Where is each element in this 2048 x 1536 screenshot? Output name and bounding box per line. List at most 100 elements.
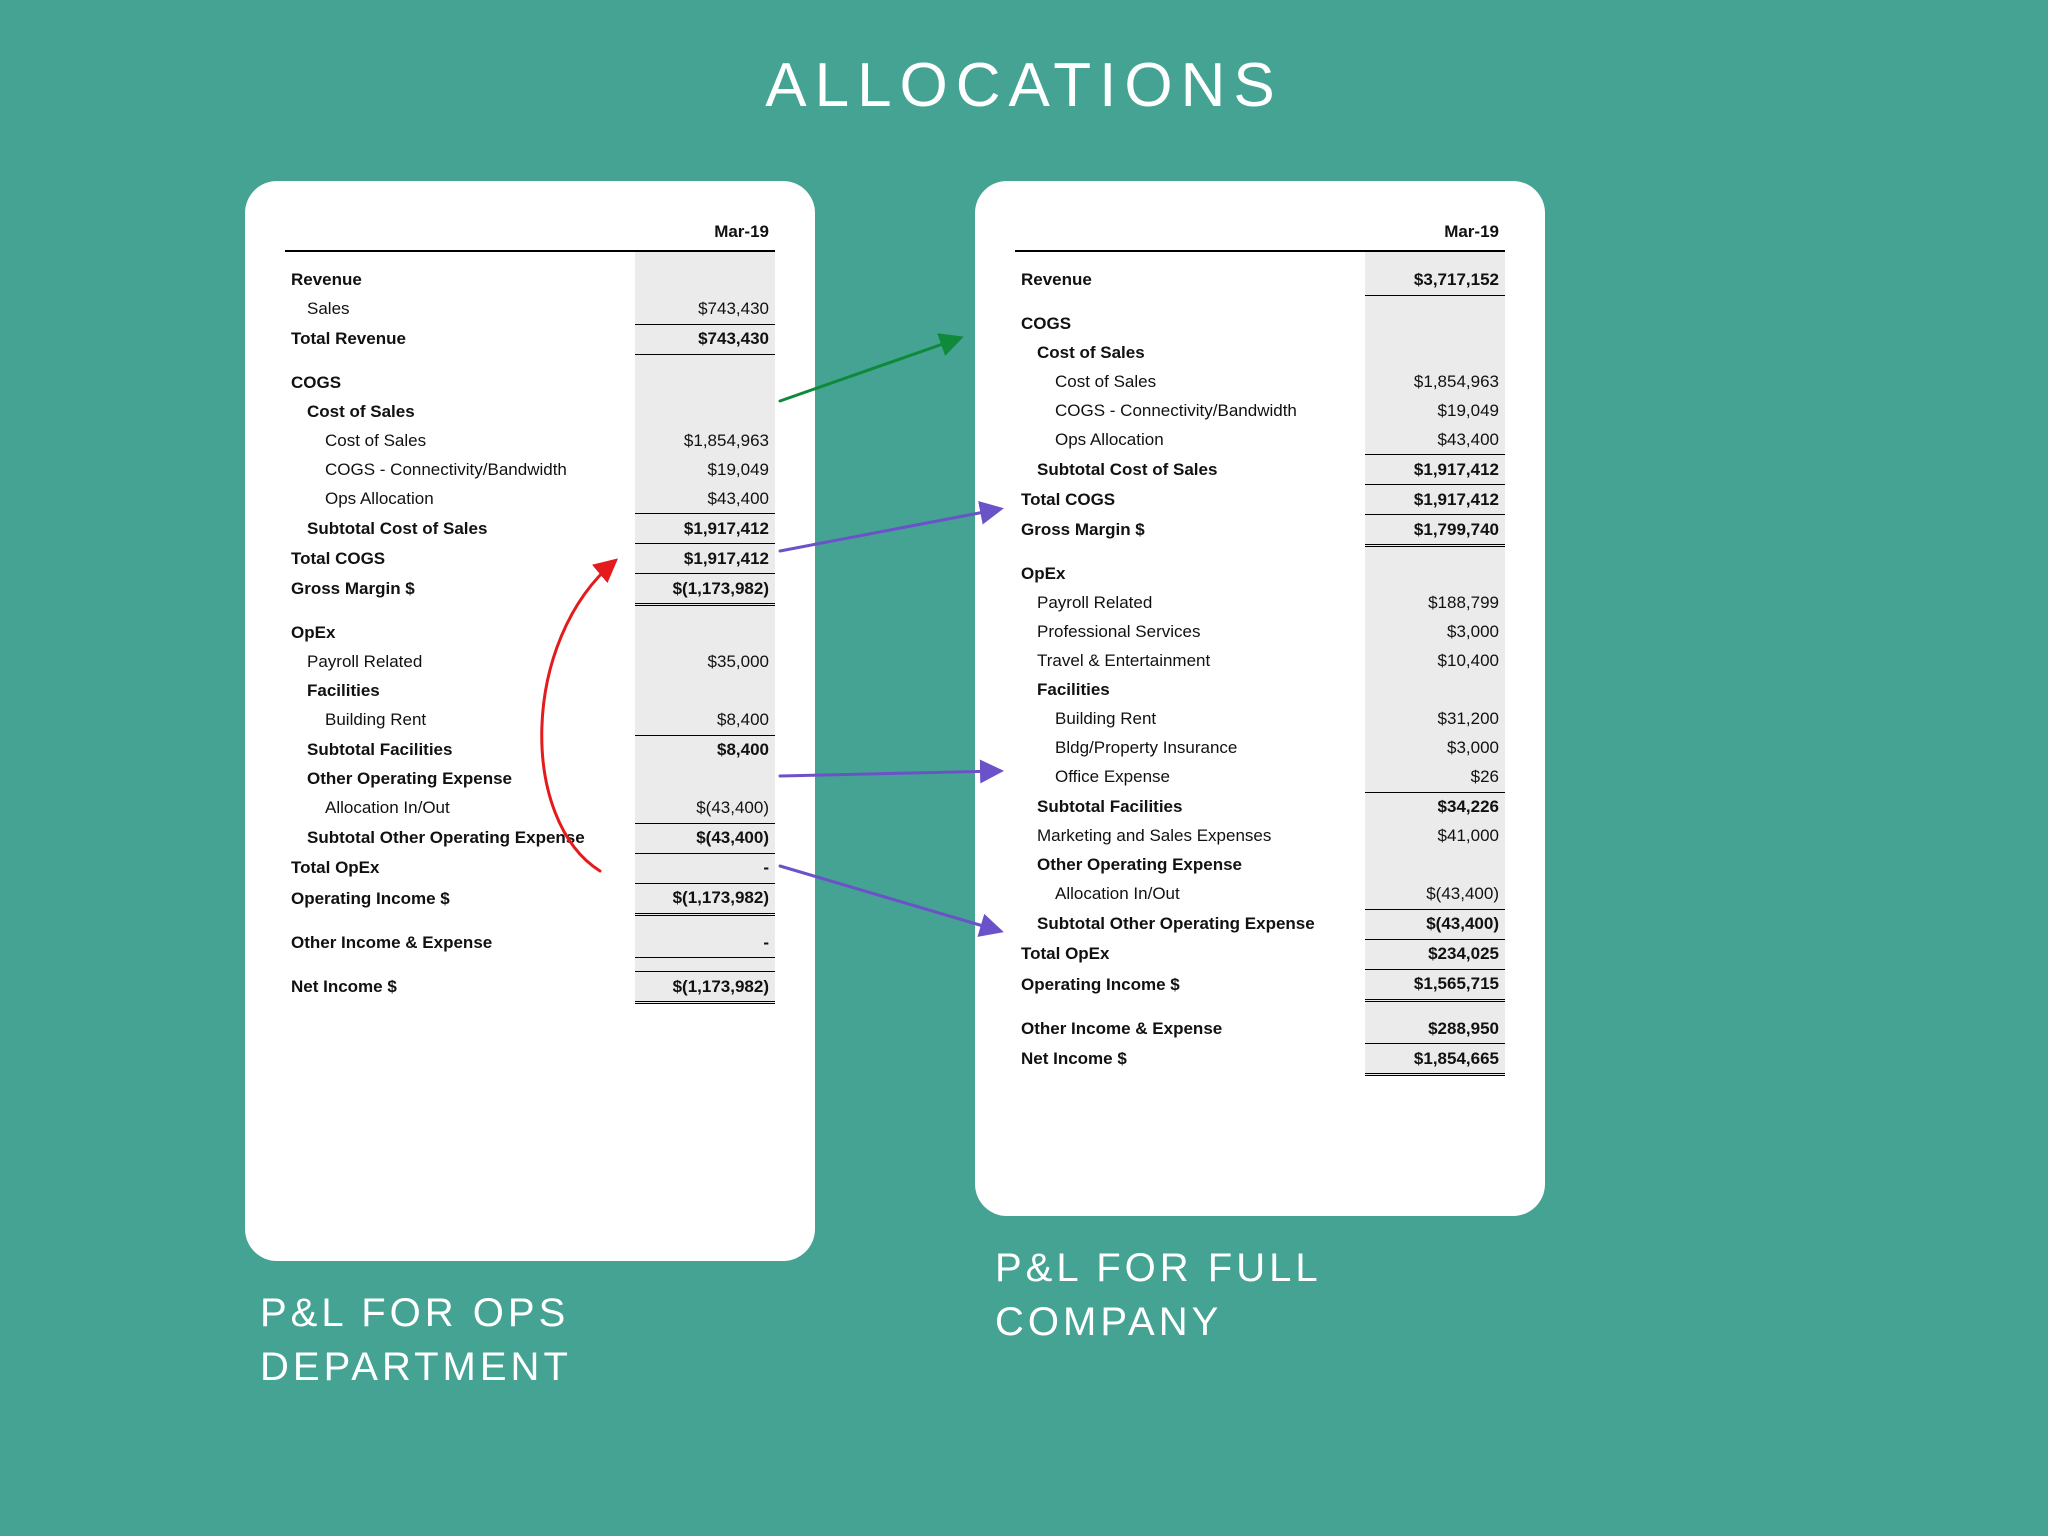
row-value: Mar-19 (635, 217, 775, 251)
row-value: $19,049 (635, 455, 775, 484)
right-pnl-card: Mar-19Revenue$3,717,152COGSCost of Sales… (975, 181, 1545, 1216)
row-label: Subtotal Cost of Sales (1015, 455, 1365, 485)
row-value: $1,799,740 (1365, 515, 1505, 546)
row-value (635, 677, 775, 706)
row-value (1365, 676, 1505, 705)
row-label: Total OpEx (285, 853, 635, 883)
row-value: $(1,173,982) (635, 574, 775, 605)
row-value: $(43,400) (635, 823, 775, 853)
row-value: $1,917,412 (1365, 455, 1505, 485)
row-label: Total COGS (285, 544, 635, 574)
row-label: Gross Margin $ (1015, 515, 1365, 546)
row-value: $1,565,715 (1365, 969, 1505, 1000)
row-value: $10,400 (1365, 647, 1505, 676)
row-value: $1,854,963 (1365, 367, 1505, 396)
row-label: Ops Allocation (1015, 425, 1365, 455)
row-value: $288,950 (1365, 1014, 1505, 1044)
row-label: Subtotal Facilities (1015, 792, 1365, 822)
row-value: - (635, 853, 775, 883)
row-label: Subtotal Cost of Sales (285, 514, 635, 544)
row-value: $(1,173,982) (635, 883, 775, 914)
left-caption: P&L FOR OPS DEPARTMENT (260, 1286, 820, 1394)
row-value: $34,226 (1365, 792, 1505, 822)
row-label: OpEx (1015, 560, 1365, 589)
row-label: Subtotal Facilities (285, 735, 635, 765)
row-value (635, 266, 775, 295)
row-label: Bldg/Property Insurance (1015, 734, 1365, 763)
row-value: $1,917,412 (1365, 485, 1505, 515)
row-label: Other Income & Expense (285, 928, 635, 958)
row-label: Gross Margin $ (285, 574, 635, 605)
row-value: Mar-19 (1365, 217, 1505, 251)
row-value: $3,717,152 (1365, 266, 1505, 296)
row-label: Net Income $ (285, 972, 635, 1003)
row-label: Sales (285, 295, 635, 325)
row-value (1365, 851, 1505, 880)
right-caption: P&L FOR FULL COMPANY (995, 1241, 1555, 1349)
row-value: $1,854,963 (635, 426, 775, 455)
row-value: $234,025 (1365, 939, 1505, 969)
row-value (635, 397, 775, 426)
row-value (1365, 309, 1505, 338)
row-label: Office Expense (1015, 763, 1365, 793)
row-value: $19,049 (1365, 396, 1505, 425)
row-label: Ops Allocation (285, 484, 635, 514)
row-value: $(43,400) (1365, 880, 1505, 910)
row-value: $41,000 (1365, 822, 1505, 851)
row-label: Building Rent (285, 706, 635, 736)
row-value: $31,200 (1365, 705, 1505, 734)
row-value: $743,430 (635, 295, 775, 325)
row-value: $(43,400) (1365, 909, 1505, 939)
left-pnl-table: Mar-19RevenueSales$743,430Total Revenue$… (285, 217, 775, 1004)
row-label: Facilities (285, 677, 635, 706)
row-value: $8,400 (635, 706, 775, 736)
row-value (635, 765, 775, 794)
row-value: $1,917,412 (635, 514, 775, 544)
row-label: Other Income & Expense (1015, 1014, 1365, 1044)
row-label: Total Revenue (285, 324, 635, 354)
row-label: Allocation In/Out (1015, 880, 1365, 910)
row-label: COGS - Connectivity/Bandwidth (1015, 396, 1365, 425)
row-value (1365, 560, 1505, 589)
row-value: $(43,400) (635, 794, 775, 824)
row-value: $8,400 (635, 735, 775, 765)
row-label: Operating Income $ (1015, 969, 1365, 1000)
right-pnl-table: Mar-19Revenue$3,717,152COGSCost of Sales… (1015, 217, 1505, 1076)
row-label: Total OpEx (1015, 939, 1365, 969)
row-label: Allocation In/Out (285, 794, 635, 824)
row-label: Revenue (285, 266, 635, 295)
row-label: COGS (285, 368, 635, 397)
row-label: Subtotal Other Operating Expense (1015, 909, 1365, 939)
row-label: Subtotal Other Operating Expense (285, 823, 635, 853)
row-label: Net Income $ (1015, 1044, 1365, 1075)
row-label: Revenue (1015, 266, 1365, 296)
row-label: Operating Income $ (285, 883, 635, 914)
row-label (285, 217, 635, 251)
left-pnl-card: Mar-19RevenueSales$743,430Total Revenue$… (245, 181, 815, 1261)
row-value: $3,000 (1365, 734, 1505, 763)
row-label: Payroll Related (1015, 589, 1365, 618)
row-label: Travel & Entertainment (1015, 647, 1365, 676)
row-value: $1,917,412 (635, 544, 775, 574)
page-title: ALLOCATIONS (0, 0, 2048, 121)
row-value: $3,000 (1365, 618, 1505, 647)
row-value: $188,799 (1365, 589, 1505, 618)
row-label: Cost of Sales (285, 397, 635, 426)
row-label: Building Rent (1015, 705, 1365, 734)
row-label: Facilities (1015, 676, 1365, 705)
row-label: Cost of Sales (1015, 367, 1365, 396)
row-value (1365, 338, 1505, 367)
row-label (1015, 217, 1365, 251)
row-value: $743,430 (635, 324, 775, 354)
row-label: COGS (1015, 309, 1365, 338)
row-label: OpEx (285, 619, 635, 648)
row-value: $43,400 (1365, 425, 1505, 455)
row-label: Total COGS (1015, 485, 1365, 515)
row-label: Professional Services (1015, 618, 1365, 647)
row-value: $26 (1365, 763, 1505, 793)
row-label: Cost of Sales (285, 426, 635, 455)
row-value: $(1,173,982) (635, 972, 775, 1003)
row-value: - (635, 928, 775, 958)
row-label: Cost of Sales (1015, 338, 1365, 367)
row-value (635, 368, 775, 397)
